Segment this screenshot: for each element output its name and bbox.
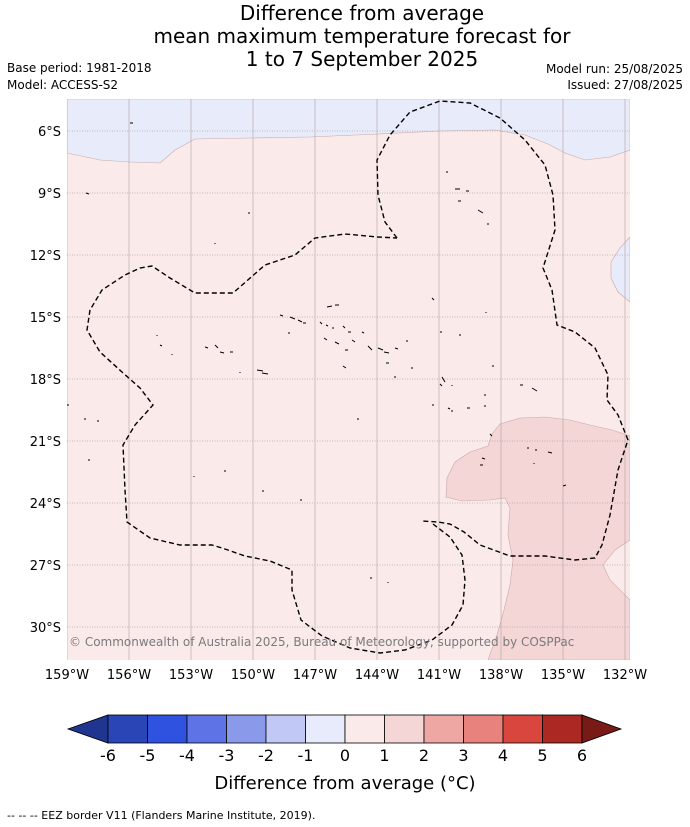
- colorbar-cell: [423, 714, 464, 744]
- colorbar-cell: [502, 714, 543, 744]
- eez-border: [376, 100, 629, 561]
- eez-footnote: -- -- -- EEZ border V11 (Flanders Marine…: [7, 809, 316, 822]
- colorbar-tick-label: 3: [458, 746, 468, 765]
- colorbar-tick-label: 1: [379, 746, 389, 765]
- lat-label: 18°S: [30, 373, 61, 388]
- colorbar-title: Difference from average (°C): [214, 773, 476, 794]
- warm-1-2-region: [445, 416, 630, 660]
- colorbar-tick-label: -1: [298, 746, 314, 765]
- colorbar-cell: [463, 714, 504, 744]
- lon-label: 144°W: [355, 668, 399, 683]
- colorbar-tick-label: -6: [100, 746, 116, 765]
- colorbar-extend-high: [581, 714, 623, 744]
- lat-label: 9°S: [38, 187, 61, 202]
- lon-label: 150°W: [231, 668, 275, 683]
- colorbar-cell: [226, 714, 267, 744]
- colorbar-cell: [265, 714, 306, 744]
- lon-label: 138°W: [479, 668, 523, 683]
- colorbar-tick-label: -5: [140, 746, 156, 765]
- colorbar-cell: [344, 714, 385, 744]
- lon-label: 156°W: [107, 668, 151, 683]
- lon-label: 132°W: [603, 668, 647, 683]
- lat-label: 24°S: [30, 497, 61, 512]
- graticule: [67, 99, 630, 660]
- lon-label: 153°W: [169, 668, 213, 683]
- longitude-labels: 159°W 156°W 153°W 150°W 147°W 144°W 141°…: [45, 668, 647, 683]
- lon-label: 147°W: [293, 668, 337, 683]
- islands: [67, 122, 567, 583]
- colorbar-cell: [186, 714, 227, 744]
- colorbar-tick-label: -3: [219, 746, 235, 765]
- base-period: Base period: 1981-2018: [7, 61, 152, 75]
- eez-border-south: [86, 233, 466, 654]
- colorbar-ticks: -6 -5 -4 -3 -2 -1 0 1 2 3 4 5 6: [100, 746, 587, 765]
- lon-label: 141°W: [417, 668, 461, 683]
- lat-label: 21°S: [30, 435, 61, 450]
- lat-label: 30°S: [30, 621, 61, 636]
- title-line-3: 1 to 7 September 2025: [245, 47, 479, 71]
- lon-label: 135°W: [541, 668, 585, 683]
- lon-label: 159°W: [45, 668, 89, 683]
- colorbar-cell: [384, 714, 425, 744]
- colorbar-tick-label: 4: [498, 746, 508, 765]
- map-plot-area: [67, 99, 630, 660]
- lat-label: 6°S: [38, 125, 61, 140]
- colorbar-tick-label: -2: [258, 746, 274, 765]
- lat-label: 15°S: [30, 311, 61, 326]
- colorbar-tick-label: 6: [577, 746, 587, 765]
- model-run: Model run: 25/08/2025: [545, 62, 683, 76]
- colorbar-cell: [542, 714, 583, 744]
- model-name: Model: ACCESS-S2: [7, 78, 119, 92]
- cool-band-region: [67, 99, 630, 164]
- lat-label: 12°S: [30, 249, 61, 264]
- copyright-text: © Commonwealth of Australia 2025, Bureau…: [69, 635, 574, 649]
- title-line-1: Difference from average: [239, 1, 485, 25]
- colorbar-cell: [305, 714, 346, 744]
- colorbar-cell: [147, 714, 188, 744]
- lat-label: 27°S: [30, 559, 61, 574]
- colorbar-extend-low: [66, 714, 109, 744]
- colorbar-tick-label: 0: [340, 746, 350, 765]
- colorbar-cell: [107, 714, 148, 744]
- latitude-labels: 6°S 9°S 12°S 15°S 18°S 21°S 24°S 27°S 30…: [30, 125, 61, 636]
- colorbar: [66, 714, 623, 744]
- title-line-2: mean maximum temperature forecast for: [153, 24, 571, 48]
- colorbar-tick-label: -4: [179, 746, 195, 765]
- issued-date: Issued: 27/08/2025: [567, 78, 683, 92]
- colorbar-tick-label: 5: [537, 746, 547, 765]
- colorbar-tick-label: 2: [419, 746, 429, 765]
